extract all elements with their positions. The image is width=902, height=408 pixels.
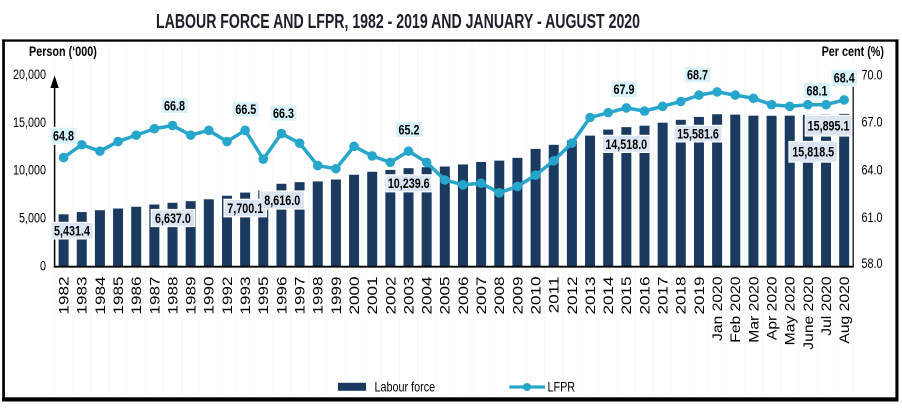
svg-text:1999: 1999 <box>329 277 344 315</box>
svg-text:Labour force: Labour force <box>375 379 436 394</box>
svg-text:68.7: 68.7 <box>687 67 708 83</box>
svg-text:1992: 1992 <box>220 277 235 315</box>
svg-text:67.9: 67.9 <box>614 82 635 98</box>
svg-text:2005: 2005 <box>438 276 453 314</box>
svg-text:15,581.6: 15,581.6 <box>677 126 719 142</box>
svg-text:1995: 1995 <box>257 276 272 314</box>
svg-text:2000: 2000 <box>347 276 362 314</box>
svg-text:2001: 2001 <box>365 277 380 315</box>
svg-text:2016: 2016 <box>638 277 653 315</box>
svg-text:Mar 2020: Mar 2020 <box>747 277 762 343</box>
svg-text:1982: 1982 <box>57 277 72 315</box>
svg-text:2002: 2002 <box>384 277 399 315</box>
svg-text:1987: 1987 <box>148 277 163 315</box>
svg-text:65.2: 65.2 <box>399 122 420 138</box>
svg-text:2003: 2003 <box>402 277 417 315</box>
svg-text:66.8: 66.8 <box>164 98 185 114</box>
svg-text:7,700.1: 7,700.1 <box>227 201 263 217</box>
svg-text:15,895.1: 15,895.1 <box>808 118 850 134</box>
svg-text:14,518.0: 14,518.0 <box>605 137 647 153</box>
svg-text:1996: 1996 <box>275 277 290 315</box>
svg-text:1989: 1989 <box>184 277 199 315</box>
svg-text:2008: 2008 <box>493 277 508 315</box>
svg-text:Aug 2020: Aug 2020 <box>838 277 853 344</box>
svg-text:2018: 2018 <box>674 277 689 315</box>
svg-text:68.1: 68.1 <box>807 83 828 99</box>
svg-text:0: 0 <box>40 258 46 273</box>
svg-text:2009: 2009 <box>511 277 526 315</box>
svg-text:LFPR: LFPR <box>548 379 576 394</box>
svg-text:10,239.6: 10,239.6 <box>388 176 430 192</box>
svg-text:1985: 1985 <box>111 276 126 314</box>
svg-text:1993: 1993 <box>238 277 253 315</box>
svg-text:Feb 2020: Feb 2020 <box>729 277 744 343</box>
svg-text:2007: 2007 <box>474 277 489 315</box>
svg-text:Per cent (%): Per cent (%) <box>822 44 884 59</box>
svg-text:2017: 2017 <box>656 277 671 315</box>
svg-text:Jul 2020: Jul 2020 <box>820 277 835 336</box>
svg-text:2014: 2014 <box>601 276 616 314</box>
svg-text:64.0: 64.0 <box>862 162 883 177</box>
svg-text:58.0: 58.0 <box>862 256 883 271</box>
svg-text:67.0: 67.0 <box>862 115 883 130</box>
svg-text:61.0: 61.0 <box>862 210 883 225</box>
svg-text:June 2020: June 2020 <box>801 277 816 350</box>
svg-text:5,000: 5,000 <box>19 210 46 225</box>
svg-text:15,818.5: 15,818.5 <box>792 144 834 160</box>
svg-text:1986: 1986 <box>129 277 144 315</box>
svg-text:2006: 2006 <box>456 277 471 315</box>
svg-text:Person (‘000): Person (‘000) <box>29 44 97 59</box>
svg-text:70.0: 70.0 <box>862 67 883 82</box>
svg-text:Jan 2020: Jan 2020 <box>711 277 726 342</box>
svg-text:10,000: 10,000 <box>13 163 46 178</box>
svg-text:LABOUR FORCE AND LFPR, 1982 -: LABOUR FORCE AND LFPR, 1982 - 2019 AND J… <box>156 10 640 33</box>
svg-text:2015: 2015 <box>620 276 635 314</box>
svg-text:68.4: 68.4 <box>834 70 855 86</box>
svg-text:May 2020: May 2020 <box>783 277 798 346</box>
svg-text:15,000: 15,000 <box>13 115 46 130</box>
svg-text:20,000: 20,000 <box>13 67 46 82</box>
svg-text:2013: 2013 <box>583 277 598 315</box>
svg-text:6,637.0: 6,637.0 <box>155 211 191 227</box>
svg-text:1990: 1990 <box>202 276 217 314</box>
svg-text:Apr 2020: Apr 2020 <box>765 277 780 341</box>
svg-text:1997: 1997 <box>293 277 308 315</box>
svg-text:2019: 2019 <box>692 277 707 315</box>
svg-text:8,616.0: 8,616.0 <box>264 193 300 209</box>
svg-text:2010: 2010 <box>529 276 544 314</box>
svg-text:1998: 1998 <box>311 277 326 315</box>
svg-text:66.3: 66.3 <box>273 106 294 122</box>
svg-text:1984: 1984 <box>93 276 108 314</box>
svg-text:64.8: 64.8 <box>53 128 74 144</box>
svg-text:2004: 2004 <box>420 276 435 314</box>
svg-text:1983: 1983 <box>75 277 90 315</box>
svg-text:2011: 2011 <box>547 277 562 314</box>
svg-text:66.5: 66.5 <box>235 102 256 118</box>
svg-text:5,431.4: 5,431.4 <box>54 223 90 239</box>
svg-text:2012: 2012 <box>565 277 580 315</box>
svg-text:1988: 1988 <box>166 277 181 315</box>
